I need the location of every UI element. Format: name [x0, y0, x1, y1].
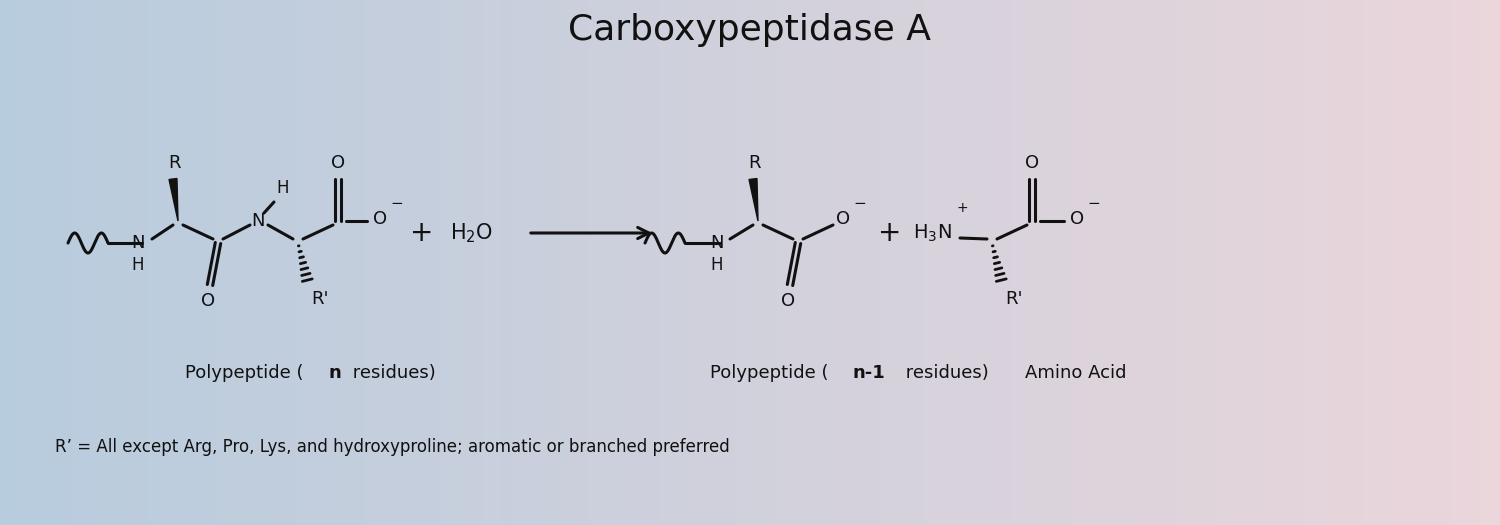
Text: N: N: [711, 234, 723, 252]
Text: residues): residues): [346, 364, 435, 382]
Text: N: N: [251, 212, 264, 230]
Polygon shape: [170, 178, 178, 221]
Text: −: −: [853, 195, 867, 211]
Text: H: H: [276, 179, 290, 197]
Text: n: n: [328, 364, 340, 382]
Text: H: H: [132, 256, 144, 274]
Text: −: −: [390, 195, 404, 211]
Text: −: −: [1088, 195, 1101, 211]
Text: O: O: [374, 210, 387, 228]
Text: R: R: [748, 154, 760, 172]
Text: H: H: [711, 256, 723, 274]
Text: R: R: [168, 154, 182, 172]
Text: Carboxypeptidase A: Carboxypeptidase A: [568, 13, 932, 47]
Text: residues): residues): [900, 364, 989, 382]
Text: O: O: [201, 292, 214, 310]
Text: +: +: [879, 219, 902, 247]
Text: O: O: [1070, 210, 1084, 228]
Text: n-1: n-1: [853, 364, 885, 382]
Polygon shape: [748, 178, 758, 221]
Text: R’ = All except Arg, Pro, Lys, and hydroxyproline; aromatic or branched preferre: R’ = All except Arg, Pro, Lys, and hydro…: [56, 438, 729, 456]
Text: +: +: [956, 201, 968, 215]
Text: O: O: [1024, 154, 1039, 172]
Text: O: O: [782, 292, 795, 310]
Text: R': R': [1005, 290, 1023, 308]
Text: N: N: [132, 234, 144, 252]
Text: +: +: [411, 219, 434, 247]
Text: O: O: [332, 154, 345, 172]
Text: $\mathrm{H_3N}$: $\mathrm{H_3N}$: [914, 223, 952, 244]
Text: Amino Acid: Amino Acid: [1024, 364, 1126, 382]
Text: R': R': [312, 290, 328, 308]
Text: O: O: [836, 210, 850, 228]
Text: $\mathrm{H_2O}$: $\mathrm{H_2O}$: [450, 221, 494, 245]
Text: Polypeptide (: Polypeptide (: [184, 364, 303, 382]
Text: Polypeptide (: Polypeptide (: [710, 364, 828, 382]
